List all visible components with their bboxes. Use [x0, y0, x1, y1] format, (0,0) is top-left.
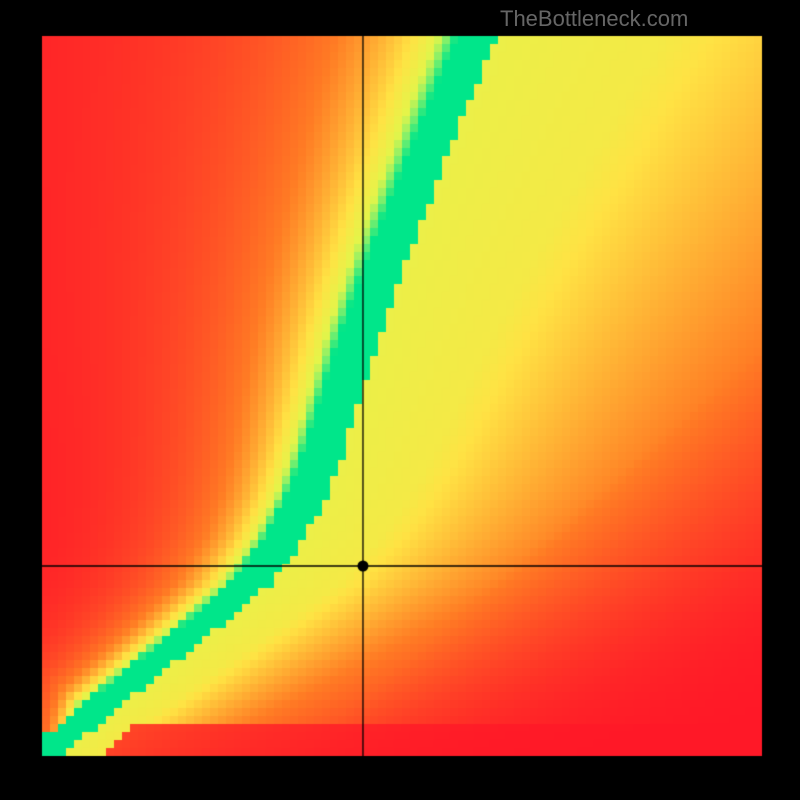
bottleneck-heatmap	[0, 0, 800, 800]
watermark-text: TheBottleneck.com	[500, 6, 688, 32]
